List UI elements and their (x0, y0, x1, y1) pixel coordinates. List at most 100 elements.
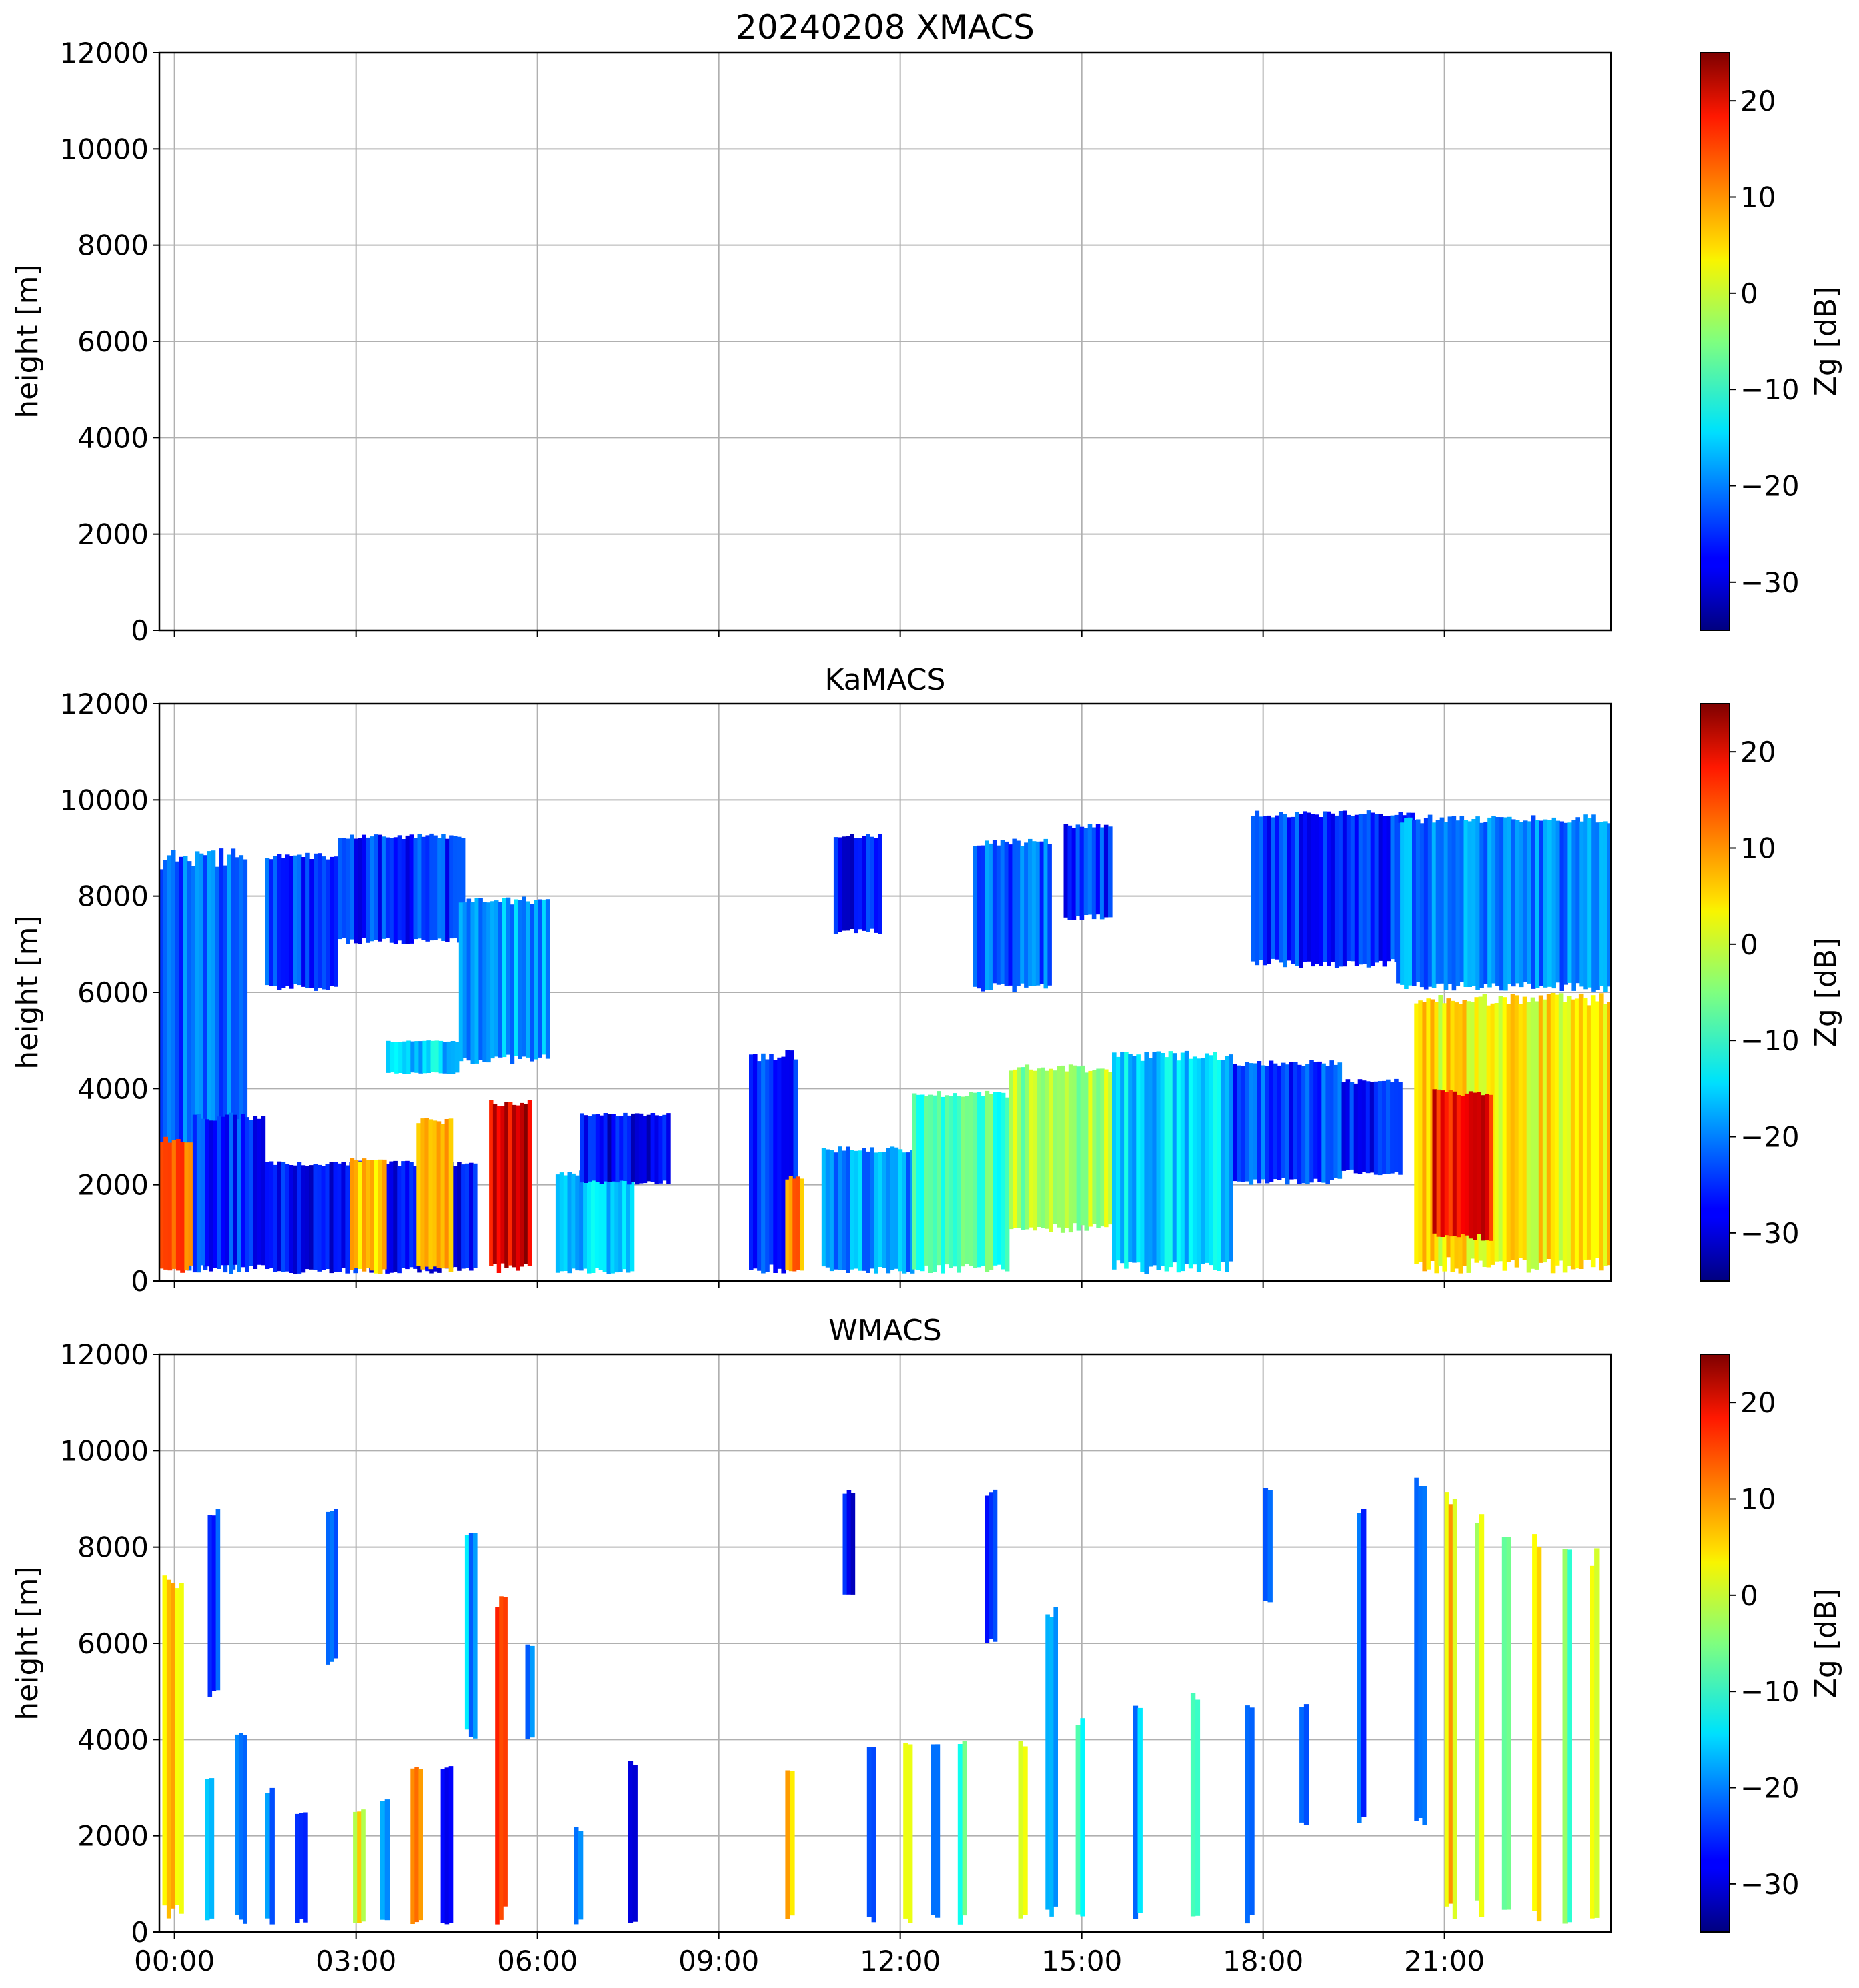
colorbar-label: Zg [dB] (1809, 938, 1843, 1048)
echo-column (1448, 1504, 1453, 1904)
echo-column (583, 1170, 588, 1269)
echo-column (1542, 999, 1547, 1263)
echo-column (591, 1114, 596, 1181)
y-tick-label: 2000 (77, 1820, 149, 1853)
echo-column (219, 848, 224, 1264)
y-tick-label: 12000 (59, 688, 149, 720)
echo-column (358, 1161, 363, 1269)
echo-column (1536, 1547, 1542, 1922)
echo-column (1301, 1066, 1306, 1184)
echo-column (1382, 1080, 1387, 1174)
echo-column (1088, 1070, 1093, 1227)
echo-column (293, 1165, 298, 1274)
echo-column (215, 1509, 221, 1691)
y-tick-label: 0 (131, 1265, 149, 1298)
echo-column (305, 1166, 310, 1270)
echo-column (299, 1813, 304, 1919)
echo-column (530, 904, 534, 1062)
echo-column (598, 1174, 604, 1270)
echo-column (1237, 1065, 1241, 1182)
echo-column (448, 1118, 454, 1272)
echo-column (1599, 993, 1604, 1271)
echo-column (618, 1172, 623, 1272)
echo-column (366, 837, 370, 943)
echo-column (542, 899, 546, 1055)
colorbar-tick-label: −30 (1740, 1217, 1800, 1250)
echo-column (1075, 1725, 1081, 1915)
echo-column (628, 1761, 634, 1923)
echo-column (440, 1769, 446, 1923)
echo-column (1350, 816, 1355, 962)
echo-column (993, 1092, 998, 1266)
echo-column (1084, 1072, 1089, 1231)
echo-column (1249, 1063, 1254, 1185)
echo-column (167, 1142, 173, 1271)
echo-column (1047, 844, 1052, 986)
echo-column (1418, 1000, 1423, 1262)
echo-column (338, 838, 342, 940)
echo-column (1479, 1514, 1485, 1917)
colorbar-tick-label: 10 (1740, 832, 1776, 865)
echo-column (191, 866, 196, 1256)
echo-column (622, 1172, 627, 1270)
echo-column (321, 1166, 326, 1270)
echo-column (179, 1583, 184, 1914)
echo-column (1067, 825, 1073, 920)
echo-column (166, 1579, 171, 1919)
echo-column (985, 840, 989, 990)
echo-column (1506, 1537, 1511, 1910)
echo-column (838, 837, 842, 932)
panel-xmacs: 20240208 XMACS height [m] 0 2000 4000 6000 8… (11, 8, 1843, 647)
echo-column (1342, 810, 1347, 967)
echo-column (574, 1827, 579, 1925)
echo-column (433, 835, 438, 940)
y-tick-label: 12000 (59, 37, 149, 69)
echo-column (973, 846, 977, 987)
echo-column (402, 1041, 407, 1074)
echo-column (215, 866, 220, 1267)
echo-column (870, 1147, 874, 1269)
echo-column (1045, 1614, 1050, 1910)
echo-column (520, 1102, 524, 1267)
echo-column (603, 1113, 608, 1182)
echo-column (175, 1139, 181, 1271)
echo-column (297, 1162, 302, 1274)
echo-column (602, 1174, 608, 1272)
echo-column (281, 858, 286, 988)
echo-column (567, 1172, 572, 1274)
echo-column (201, 1118, 205, 1266)
echo-column (957, 1096, 961, 1273)
echo-column (1132, 1056, 1137, 1263)
echo-column (337, 1163, 342, 1272)
echo-column (273, 856, 278, 986)
echo-column (989, 843, 993, 990)
echo-column (209, 1120, 213, 1272)
echo-column (370, 836, 374, 942)
echo-column (1261, 1065, 1266, 1180)
echo-column (397, 835, 402, 941)
echo-column (793, 1059, 798, 1265)
echo-column (1275, 815, 1279, 960)
echo-column (1550, 992, 1556, 1274)
echo-column (789, 1050, 794, 1266)
echo-column (575, 1175, 580, 1271)
echo-column (196, 1114, 201, 1273)
echo-column (626, 1174, 631, 1273)
echo-column (969, 1092, 973, 1266)
echo-column (1439, 817, 1445, 984)
echo-column (309, 859, 314, 988)
echo-column (171, 850, 176, 1256)
echo-column (1283, 814, 1287, 968)
echo-column (514, 899, 519, 1056)
echo-column (874, 1152, 878, 1274)
echo-column (658, 1116, 663, 1184)
echo-column (1172, 1053, 1177, 1263)
echo-column (362, 1158, 367, 1272)
echo-column (413, 1166, 418, 1269)
echo-column (1345, 1079, 1351, 1170)
echo-column (1018, 1741, 1023, 1919)
x-tick-label: 12:00 (860, 1945, 941, 1977)
echo-column (1523, 820, 1528, 982)
echo-column (1607, 823, 1611, 987)
echo-column (642, 1116, 648, 1184)
